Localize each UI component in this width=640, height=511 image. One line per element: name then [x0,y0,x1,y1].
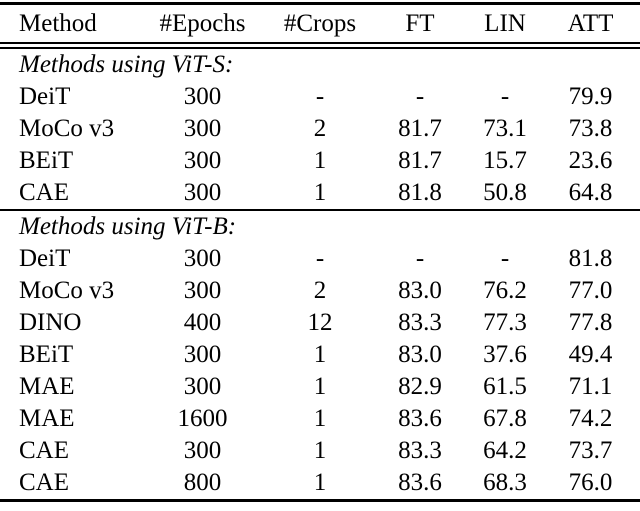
value-cell: 79.9 [568,83,613,110]
value-cell: 1 [313,405,327,432]
value-cell: 2 [313,115,327,142]
value-cell: 300 [183,179,222,206]
method-cell: MAE [19,373,75,400]
table-row: MAE 1600 1 83.6 67.8 74.2 [0,403,640,435]
value-cell: 300 [183,115,222,142]
method-cell: CAE [19,437,69,464]
value-cell: 1 [313,341,327,368]
table-body: Methods using ViT-S: DeiT 300 - - - 79.9 MoCo v… [0,46,640,502]
value-cell: 76.2 [483,277,527,304]
value-cell: 67.8 [483,405,527,432]
value-cell: 81.7 [398,115,442,142]
value-cell: 300 [183,277,222,304]
value-cell: 37.6 [483,341,527,368]
value-cell: 300 [183,341,222,368]
value-cell: 300 [183,373,222,400]
table-row: MAE 300 1 82.9 61.5 71.1 [0,371,640,403]
column-header-epochs: #Epochs [150,2,255,49]
value-cell: 73.1 [483,115,527,142]
value-cell: 74.2 [568,405,613,432]
value-cell: 1 [313,373,327,400]
value-cell: 61.5 [483,373,527,400]
method-cell: MoCo v3 [19,277,115,304]
value-cell: - [500,83,510,110]
value-cell: 83.3 [398,437,442,464]
value-cell: 83.0 [398,277,442,304]
table-row: MoCo v3 300 2 81.7 73.1 73.8 [0,113,640,145]
method-cell: CAE [0,467,150,502]
section-label-row: Methods using ViT-S: [0,46,640,82]
header-row: Method #Epochs #Crops FT LIN ATT [0,2,640,49]
value-cell: - [315,83,325,110]
value-cell: 83.0 [398,341,442,368]
method-cell: MAE [19,405,75,432]
table-row: CAE 800 1 83.6 68.3 76.0 [0,467,640,502]
method-cell: BEiT [19,341,74,368]
section-label-row: Methods using ViT-B: [0,209,640,243]
value-cell: 83.3 [398,309,442,336]
value-cell: 1 [313,179,327,206]
value-cell: 300 [183,245,222,272]
value-cell: 300 [183,147,222,174]
table-row: BEiT 300 1 81.7 15.7 23.6 [0,145,640,177]
table-row: DINO 400 12 83.3 77.3 77.8 [0,307,640,339]
value-cell: 1 [313,437,327,464]
table-header: Method #Epochs #Crops FT LIN ATT [0,2,640,49]
value-cell: 77.0 [568,277,613,304]
value-cell: 800 [150,467,255,502]
column-header-crops: #Crops [255,2,385,49]
value-cell: 400 [183,309,222,336]
method-cell: MoCo v3 [19,115,115,142]
method-cell: DeiT [19,83,71,110]
column-header-att: ATT [555,2,640,49]
value-cell: 64.2 [483,437,527,464]
value-cell: 82.9 [398,373,442,400]
value-cell: 81.7 [398,147,442,174]
method-cell: DINO [19,309,82,336]
column-header-lin: LIN [455,2,555,49]
value-cell: 83.6 [398,405,442,432]
value-cell: - [500,245,510,272]
value-cell: 73.7 [568,437,613,464]
value-cell: 300 [183,437,222,464]
table-row: CAE 300 1 83.3 64.2 73.7 [0,435,640,467]
table-row: CAE 300 1 81.8 50.8 64.8 [0,177,640,210]
value-cell: - [415,245,425,272]
value-cell: 68.3 [455,467,555,502]
value-cell: 77.8 [568,309,613,336]
value-cell: - [415,83,425,110]
method-cell: DeiT [19,245,71,272]
value-cell: 77.3 [483,309,527,336]
section-label: Methods using ViT-B: [0,209,640,243]
section-label: Methods using ViT-S: [19,51,234,78]
value-cell: 15.7 [483,147,527,174]
method-cell: CAE [19,179,69,206]
column-header-ft: FT [385,2,455,49]
value-cell: 81.8 [568,245,613,272]
method-cell: BEiT [19,147,74,174]
results-table: Method #Epochs #Crops FT LIN ATT Methods… [0,2,640,502]
value-cell: 12 [307,309,333,336]
table-row: DeiT 300 - - - 81.8 [0,243,640,275]
value-cell: 71.1 [568,373,613,400]
value-cell: 81.8 [398,179,442,206]
table-row: MoCo v3 300 2 83.0 76.2 77.0 [0,275,640,307]
value-cell: 50.8 [483,179,527,206]
value-cell: 49.4 [568,341,613,368]
value-cell: 73.8 [568,115,613,142]
column-header-method: Method [0,2,150,49]
value-cell: 1600 [177,405,228,432]
value-cell: 1 [313,147,327,174]
value-cell: 76.0 [555,467,640,502]
value-cell: - [315,245,325,272]
value-cell: 1 [255,467,385,502]
table-row: DeiT 300 - - - 79.9 [0,81,640,113]
table-row: BEiT 300 1 83.0 37.6 49.4 [0,339,640,371]
value-cell: 300 [183,83,222,110]
value-cell: 83.6 [385,467,455,502]
value-cell: 23.6 [568,147,613,174]
value-cell: 64.8 [568,179,613,206]
value-cell: 2 [313,277,327,304]
